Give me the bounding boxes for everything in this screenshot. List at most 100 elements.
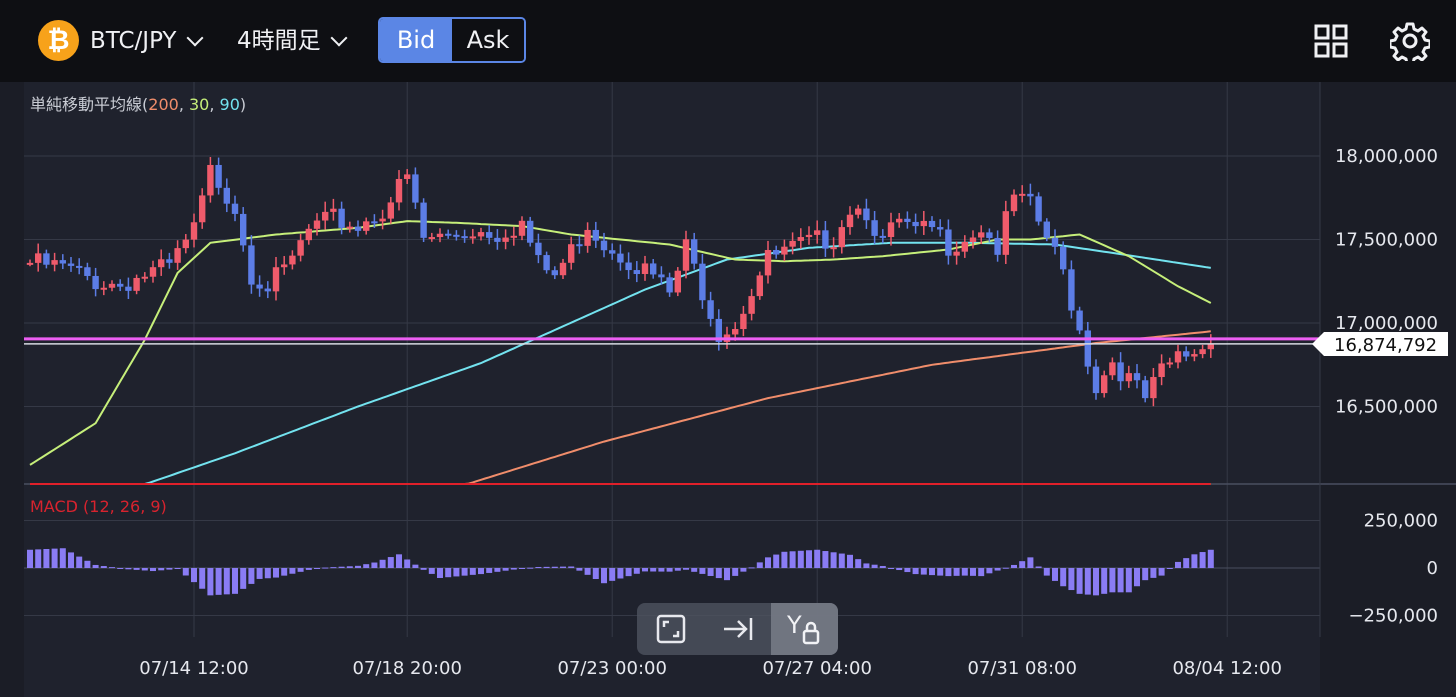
current-price-label: 16,874,792 — [1334, 335, 1437, 356]
candle — [986, 232, 993, 238]
expand-button[interactable] — [637, 603, 704, 655]
histogram-bar — [510, 568, 517, 570]
histogram-bar — [748, 567, 755, 569]
histogram-bar — [855, 559, 862, 568]
histogram-bar — [838, 553, 845, 568]
histogram-bar — [297, 568, 304, 572]
candle — [658, 274, 665, 278]
histogram-bar — [199, 568, 206, 589]
candle — [887, 222, 895, 238]
axes: 18,000,000 17,500,000 17,000,000 16,500,000… — [24, 146, 1438, 679]
candle — [486, 232, 493, 238]
candle — [1019, 193, 1026, 196]
histogram-bar — [642, 568, 648, 572]
histogram-bar — [117, 568, 124, 569]
expand-icon — [656, 614, 685, 644]
histogram-bar — [248, 568, 255, 584]
histogram-bar — [1093, 568, 1099, 596]
histogram-bar — [830, 552, 837, 568]
candle — [67, 263, 75, 266]
histogram-bar — [904, 568, 911, 573]
candle — [764, 250, 772, 276]
candle — [855, 208, 862, 215]
candle — [436, 233, 444, 238]
candle — [412, 174, 419, 203]
candle — [330, 208, 337, 212]
histogram-bar — [633, 568, 640, 574]
histogram-bar — [1060, 568, 1067, 587]
candle — [666, 277, 673, 293]
candle — [912, 221, 919, 227]
candle — [1043, 221, 1050, 238]
histogram-bar — [1084, 568, 1091, 595]
timeframe-selector[interactable]: 4時間足 — [237, 26, 348, 56]
candle — [149, 267, 157, 277]
bid-button[interactable]: Bid — [380, 19, 452, 61]
histogram-bar — [1117, 568, 1124, 593]
candle — [1207, 343, 1214, 350]
chevron-down-icon — [186, 29, 203, 47]
candle — [1133, 373, 1141, 381]
candle — [896, 218, 903, 223]
histogram-bar — [658, 568, 665, 572]
candle — [387, 202, 394, 219]
histogram-bar — [428, 568, 435, 574]
histogram-bar — [43, 549, 50, 568]
y-axis-lock-button[interactable]: Y — [771, 603, 838, 655]
candle — [43, 253, 50, 265]
candle — [961, 242, 968, 252]
candle — [879, 235, 886, 238]
candle — [297, 240, 304, 256]
candle — [1101, 375, 1108, 394]
candle — [814, 230, 821, 235]
candle — [625, 262, 632, 271]
chevron-down-icon — [330, 29, 348, 47]
histogram-bar — [420, 568, 427, 570]
candle — [1191, 354, 1198, 357]
grid-icon[interactable] — [1314, 24, 1348, 58]
candle — [322, 211, 329, 221]
histogram-bar — [650, 568, 657, 572]
histogram-bar — [256, 568, 263, 579]
candle — [715, 318, 722, 342]
histogram-bar — [1134, 568, 1140, 587]
scroll-to-end-button[interactable] — [704, 603, 771, 655]
histogram-bar — [346, 566, 353, 568]
candle — [1068, 269, 1075, 311]
histogram-bar — [527, 567, 534, 569]
candle — [1183, 351, 1190, 357]
histogram-bar — [1207, 549, 1214, 568]
ask-button[interactable]: Ask — [452, 19, 524, 61]
histogram-bar — [781, 551, 788, 568]
candle — [117, 283, 124, 287]
histogram-bar — [68, 552, 74, 568]
histogram-bar — [789, 551, 796, 568]
histogram-bar — [461, 568, 468, 576]
candle — [953, 251, 960, 256]
candle — [100, 287, 107, 290]
candle — [1060, 246, 1067, 270]
histogram-bar — [305, 568, 312, 570]
candle — [1174, 351, 1182, 363]
histogram-bar — [1052, 568, 1058, 581]
candle — [674, 270, 681, 293]
candle — [1109, 362, 1116, 376]
histogram-bar — [445, 568, 452, 578]
candle — [846, 214, 854, 228]
histogram-bar — [314, 568, 320, 569]
candle — [543, 255, 550, 271]
candle — [92, 275, 99, 290]
sma200-path — [448, 330, 1211, 485]
histogram-bar — [1043, 568, 1050, 576]
histogram-bar — [1150, 568, 1157, 578]
histogram-bar — [617, 568, 624, 579]
candle — [453, 234, 460, 237]
price-chart[interactable]: 18,000,000 17,500,000 17,000,000 16,500,000… — [0, 82, 1456, 697]
price-tick-label: 17,000,000 — [1335, 313, 1438, 334]
pair-selector[interactable]: BTC/JPY — [90, 26, 203, 56]
histogram-bar — [879, 565, 886, 568]
histogram-bar — [100, 566, 107, 568]
gear-icon[interactable] — [1390, 21, 1430, 61]
candle — [830, 247, 837, 250]
candle — [1076, 310, 1083, 331]
